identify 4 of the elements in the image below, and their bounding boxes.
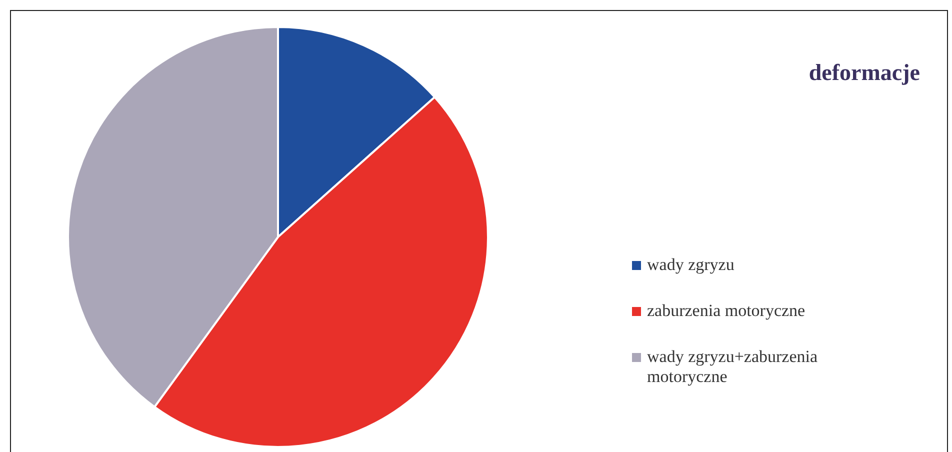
legend-label: wady zgryzu+zaburzenia motoryczne: [647, 347, 819, 387]
legend-label: wady zgryzu: [647, 255, 736, 275]
text: deformacje: [808, 60, 920, 86]
legend-label: zaburzenia motoryczne: [647, 301, 806, 321]
